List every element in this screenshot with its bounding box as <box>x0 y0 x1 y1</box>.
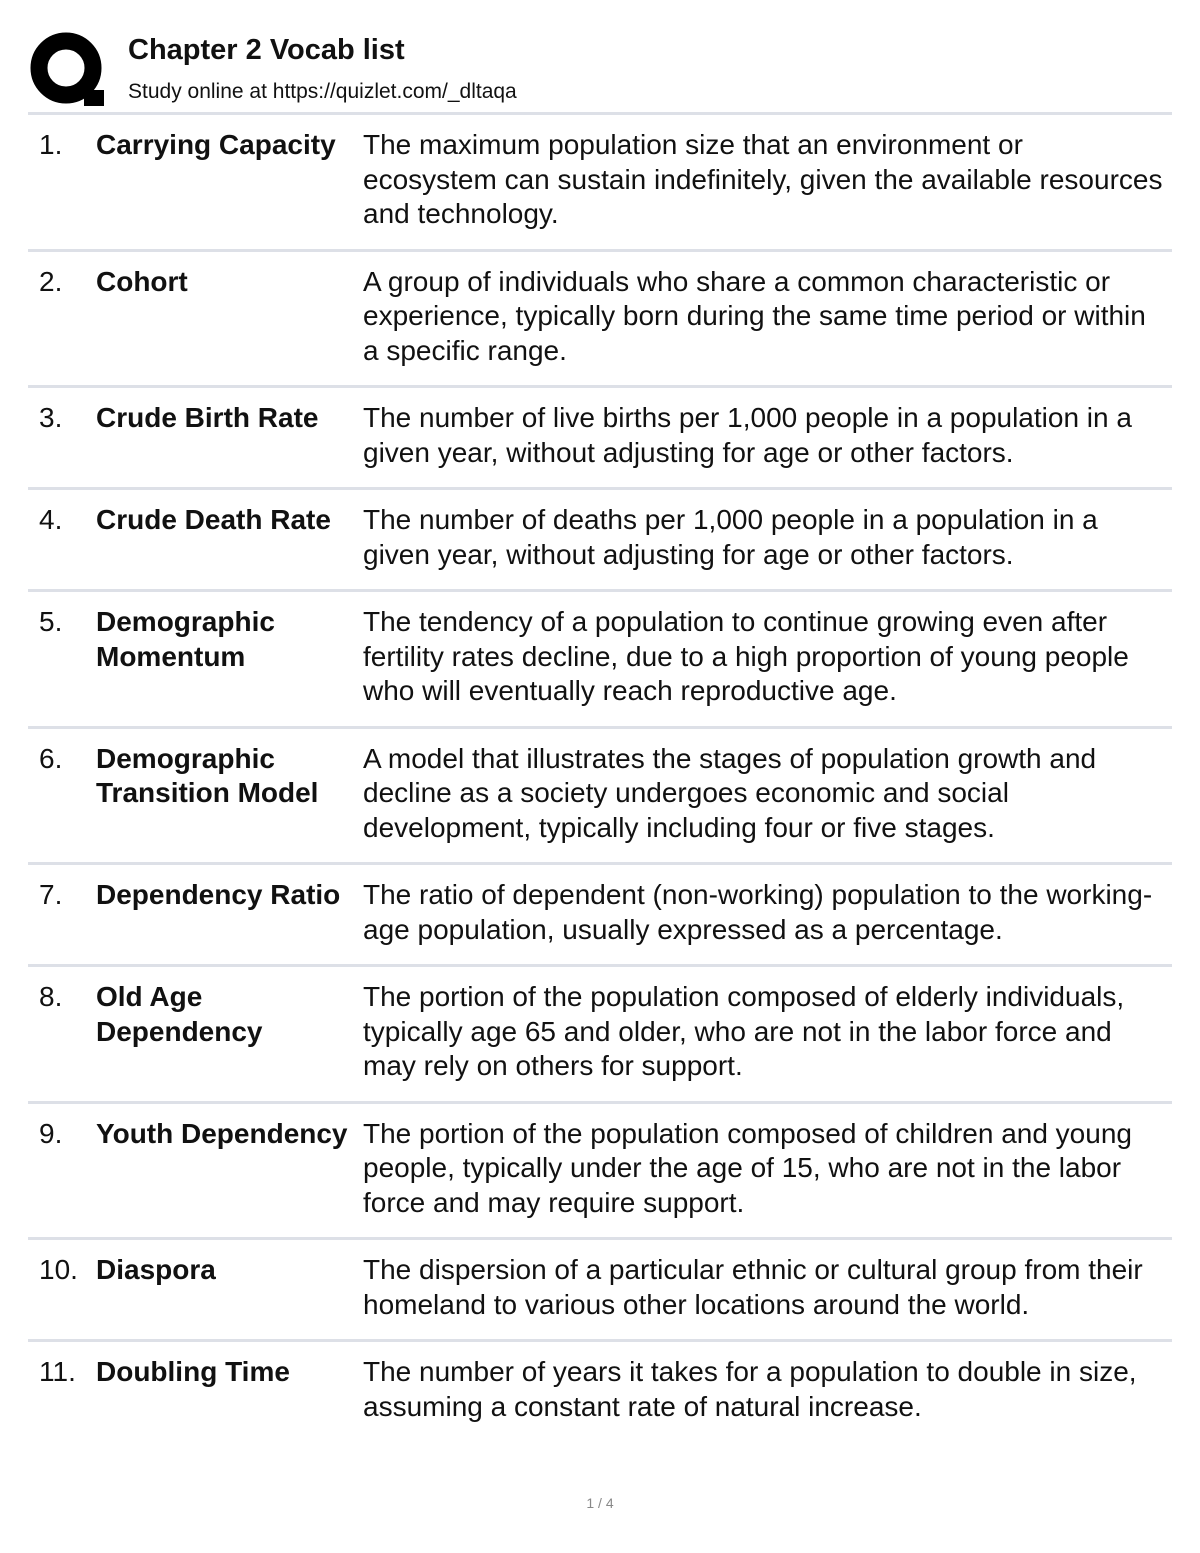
vocab-row: 11. Doubling Time The number of years it t… <box>28 1339 1172 1441</box>
term-number: 10. <box>39 1254 78 1285</box>
vocab-row: 10. Diaspora The dispersion of a particula… <box>28 1237 1172 1339</box>
term-number: 5. <box>39 606 63 637</box>
term-number: 8. <box>39 981 63 1012</box>
term-name: Youth Dependency <box>96 1117 348 1149</box>
term-name: Crude Birth Rate <box>96 402 319 433</box>
term-name: Diaspora <box>96 1254 216 1285</box>
vocab-row: 9. Youth Dependency The portion of the pop… <box>28 1100 1172 1238</box>
vocab-row: 4. Crude Death Rate The number of deaths p… <box>28 487 1172 589</box>
term-name: Cohort <box>96 265 188 297</box>
vocab-row: 2. Cohort A group of individuals who share… <box>28 248 1172 386</box>
page-title: Chapter 2 Vocab list <box>128 34 405 66</box>
page-number: 1 / 4 <box>586 1495 614 1511</box>
term-number: 9. <box>39 1117 63 1149</box>
vocab-row: 8. Old Age Dependency The portion of the p… <box>28 964 1172 1101</box>
vocab-list: 1. Carrying Capacity The maximum populatio… <box>28 112 1172 1441</box>
vocab-row: 7. Dependency Ratio The ratio of dependent… <box>28 862 1172 964</box>
term-name: Crude Death Rate <box>96 504 331 535</box>
study-online-link[interactable]: Study online at https://quizlet.com/_dlt… <box>128 80 517 103</box>
term-definition: The number of years it takes for a popul… <box>363 1356 1137 1422</box>
quizlet-logo-icon <box>30 32 104 106</box>
term-number: 6. <box>39 742 63 774</box>
term-definition: The dispersion of a particular ethnic or… <box>363 1254 1143 1320</box>
term-definition: The number of live births per 1,000 peop… <box>363 402 1132 468</box>
term-definition: A group of individuals who share a commo… <box>363 265 1146 366</box>
vocab-row: 3. Crude Birth Rate The number of live bir… <box>28 385 1172 487</box>
vocab-row: 1. Carrying Capacity The maximum populatio… <box>28 112 1172 249</box>
term-definition: The number of deaths per 1,000 people in… <box>363 504 1098 570</box>
term-definition: A model that illustrates the stages of p… <box>363 742 1097 843</box>
term-name: Dependency Ratio <box>96 879 341 910</box>
vocab-row: 6. Demographic Transition Model A model th… <box>28 725 1172 863</box>
term-definition: The tendency of a population to continue… <box>363 606 1129 706</box>
term-name: Carrying Capacity <box>96 129 336 160</box>
term-name: Old Age Dependency <box>96 981 263 1047</box>
term-number: 11. <box>39 1356 76 1387</box>
term-number: 7. <box>39 879 63 910</box>
term-number: 4. <box>39 504 63 535</box>
term-name: Demographic Momentum <box>96 606 275 672</box>
term-definition: The maximum population size that an envi… <box>363 129 1163 229</box>
term-name: Demographic Transition Model <box>96 742 319 809</box>
term-name: Doubling Time <box>96 1356 290 1387</box>
term-definition: The ratio of dependent (non-working) pop… <box>363 879 1153 945</box>
term-number: 3. <box>39 402 63 433</box>
term-definition: The portion of the population composed o… <box>363 981 1125 1081</box>
term-definition: The portion of the population composed o… <box>363 1117 1132 1218</box>
vocab-row: 5. Demographic Momentum The tendency of a … <box>28 589 1172 726</box>
term-number: 1. <box>39 129 63 160</box>
term-number: 2. <box>39 265 63 297</box>
